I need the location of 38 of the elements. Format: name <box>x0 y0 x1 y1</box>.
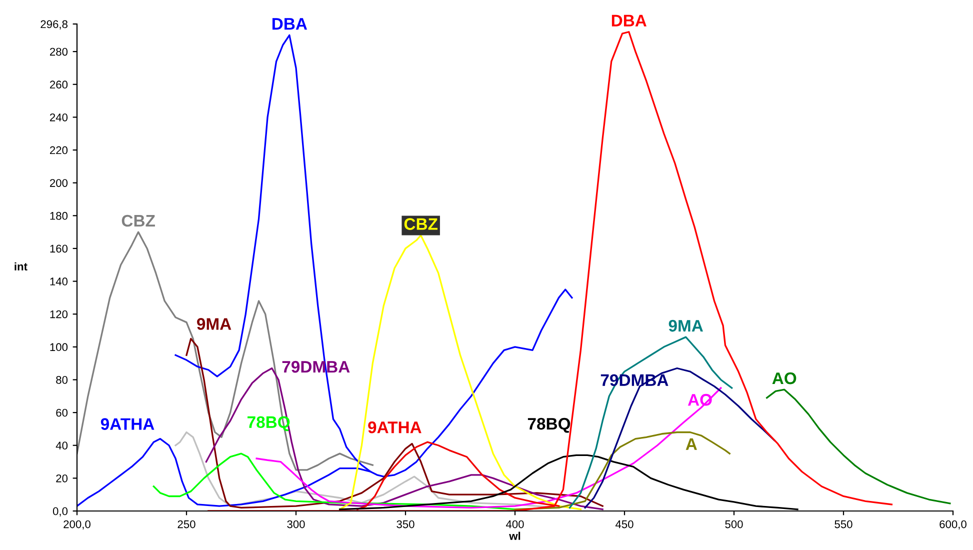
y-tick-label: 100 <box>50 343 68 352</box>
y-tick-label: 180 <box>50 212 68 220</box>
x-tick-label: 400 <box>506 520 524 528</box>
x-tick-label: 550 <box>834 520 852 528</box>
y-tick-label: 200 <box>50 179 68 187</box>
series-label: AO <box>772 372 796 384</box>
x-tick-label: 300 <box>287 520 305 528</box>
series-label: CBZ <box>404 218 438 230</box>
y-tick-label: 160 <box>50 244 68 253</box>
series-label: DBA <box>272 18 308 30</box>
series-label: 78BQ <box>528 418 570 433</box>
y-tick-label: 260 <box>50 80 68 89</box>
x-tick-label: 450 <box>615 520 634 528</box>
y-tick-label: 296,8 <box>40 20 68 30</box>
series-label: CBZ <box>122 214 155 227</box>
x-axis-title: wl <box>509 532 520 540</box>
y-axis-title: int <box>14 262 28 270</box>
y-tick-label: 20 <box>56 474 68 482</box>
y-tick-label: 80 <box>56 376 68 384</box>
series-label: 9ATHA <box>368 421 422 434</box>
y-tick-label: 40 <box>56 442 68 450</box>
y-tick-label: 60 <box>56 408 68 417</box>
series-label: 9MA <box>197 318 232 330</box>
x-tick-label: 500 <box>725 520 743 528</box>
y-tick-label: 0,0 <box>52 507 68 516</box>
y-tick-label: 220 <box>50 146 68 154</box>
y-tick-label: 140 <box>50 278 68 286</box>
series-label: DBA <box>612 14 646 26</box>
series-label: 9ATHA <box>100 418 154 430</box>
x-tick-label: 250 <box>178 520 196 528</box>
x-tick-label: 600,0 <box>940 520 966 530</box>
y-tick-label: 280 <box>50 48 68 56</box>
y-tick-label: 120 <box>50 310 68 318</box>
series-label: A <box>686 438 697 450</box>
x-tick-label: 350 <box>396 520 414 528</box>
series-label: 9MA <box>668 320 703 332</box>
y-tick-label: 240 <box>50 113 68 122</box>
x-tick-label: 200,0 <box>64 520 90 530</box>
